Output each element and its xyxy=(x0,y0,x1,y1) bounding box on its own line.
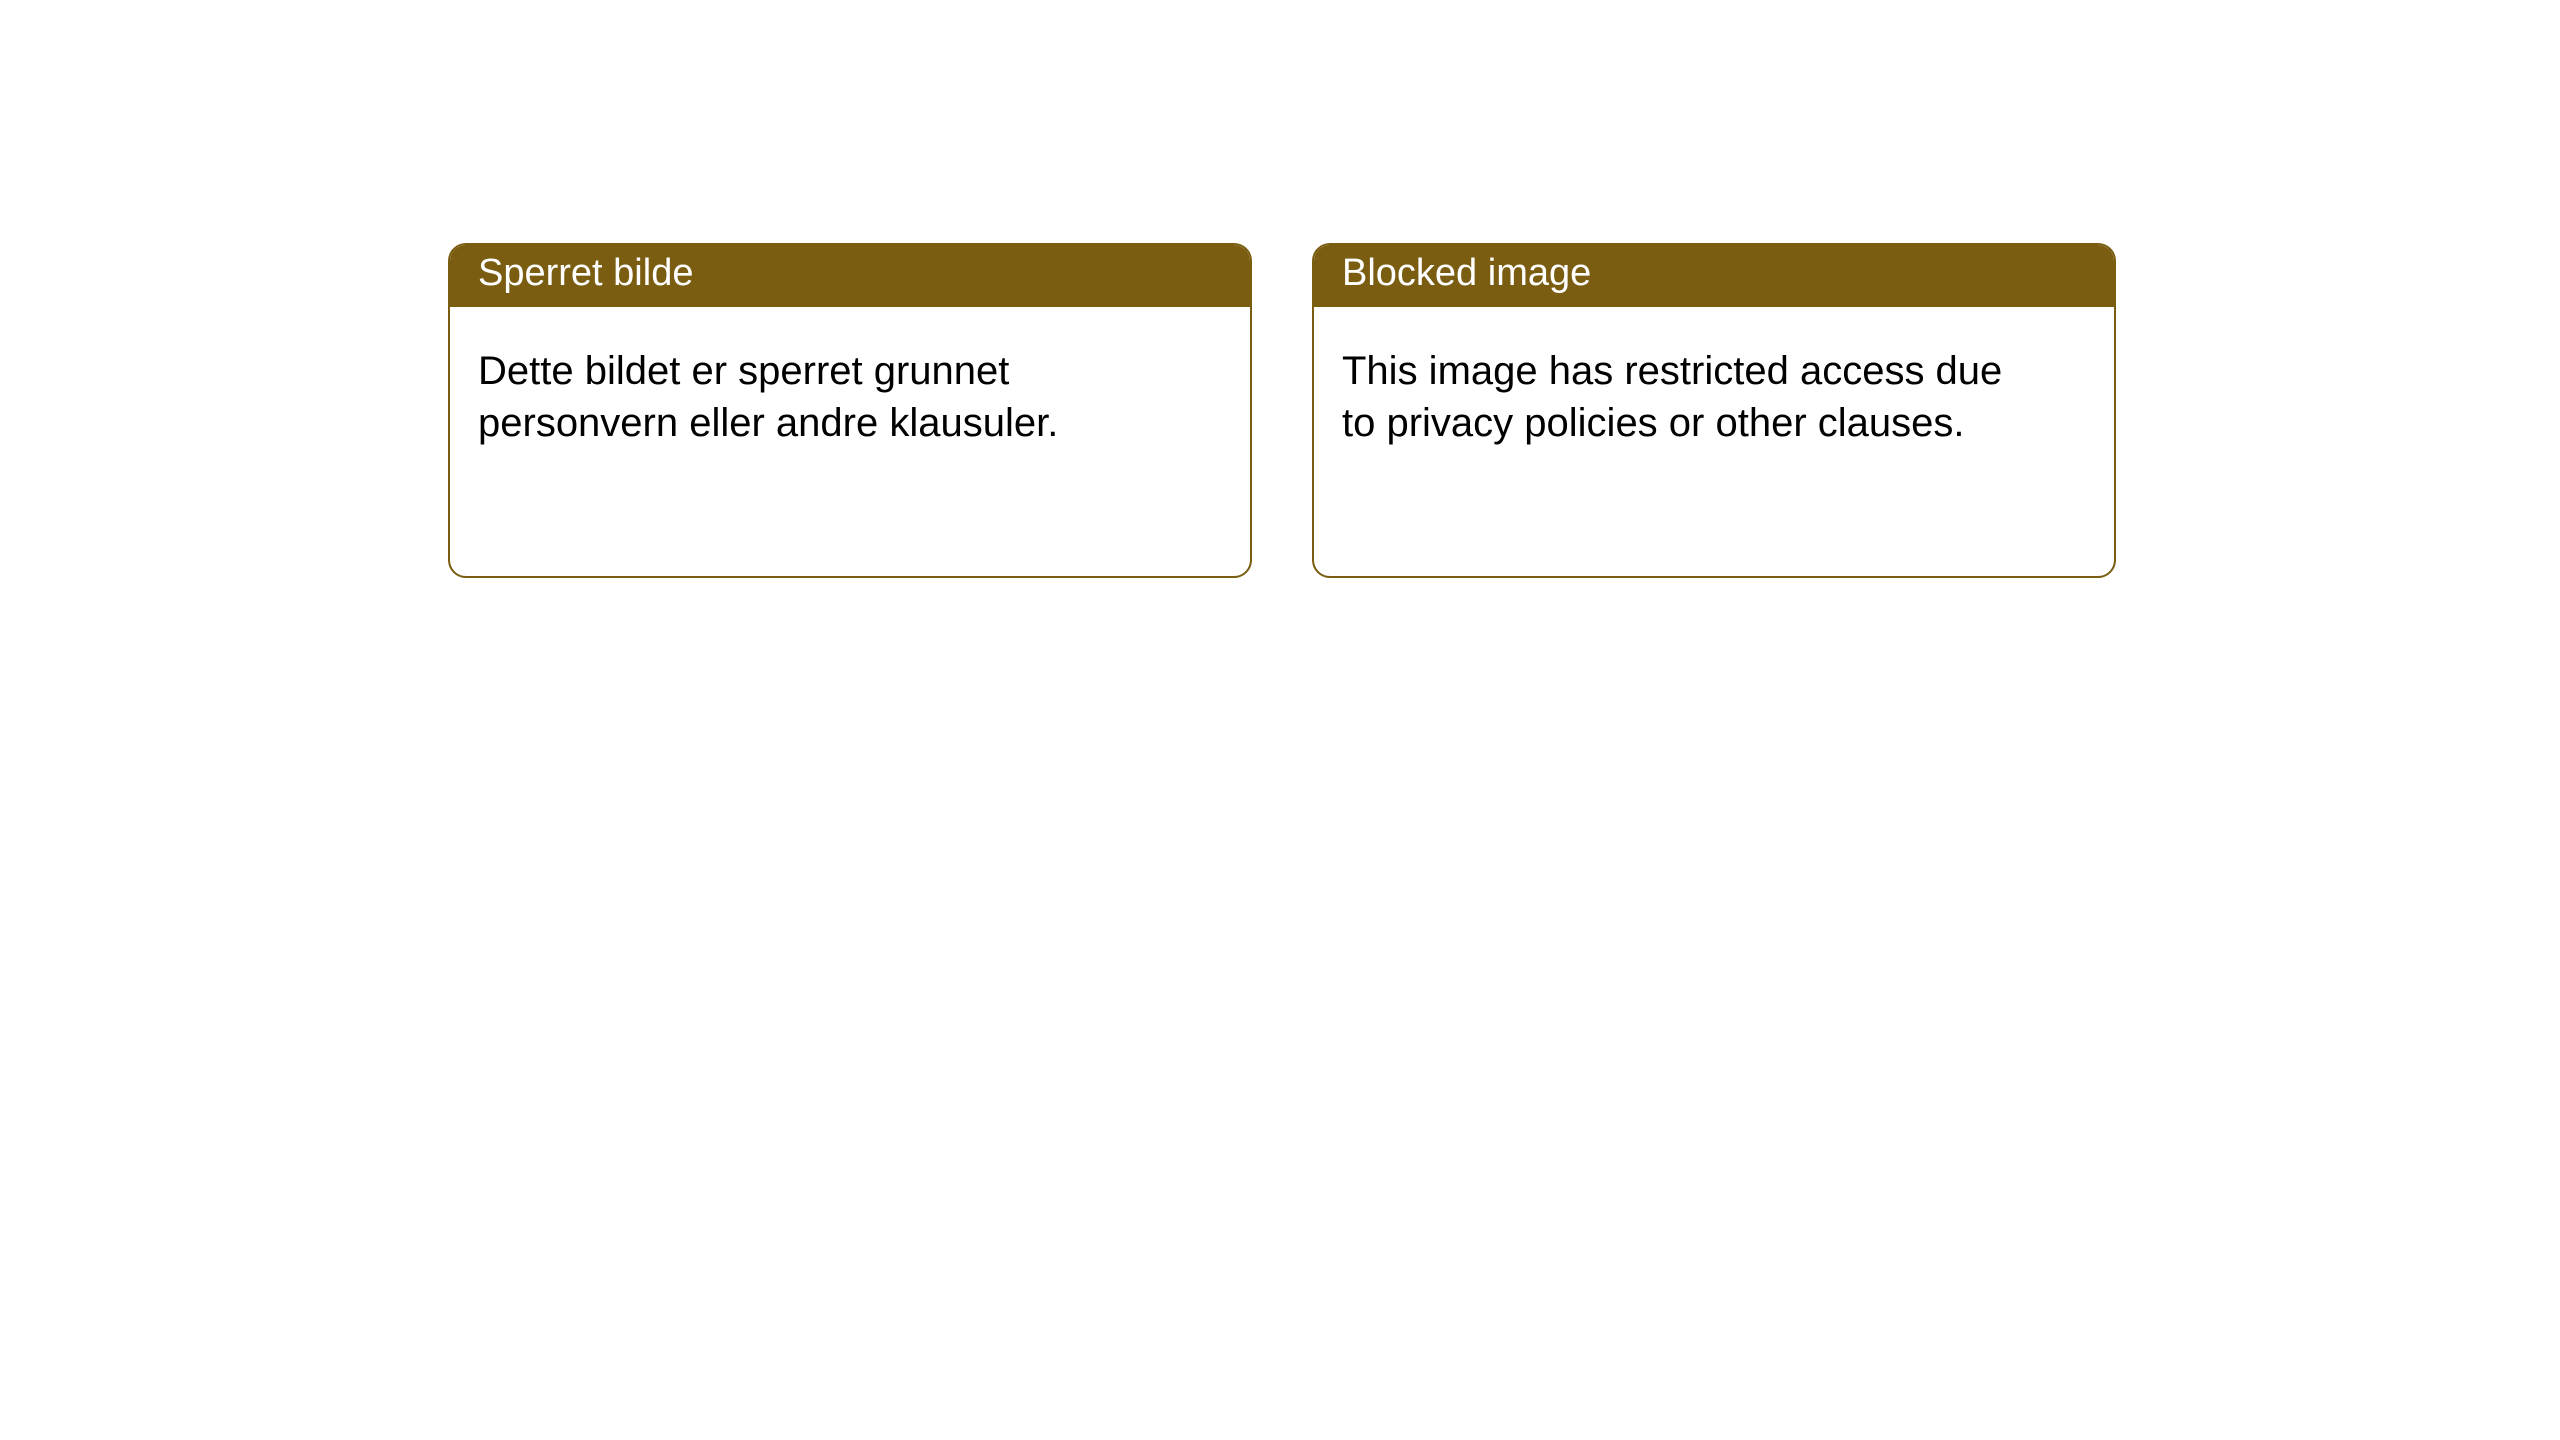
notice-body-text: This image has restricted access due to … xyxy=(1342,345,2022,449)
notice-body-text: Dette bildet er sperret grunnet personve… xyxy=(478,345,1158,449)
notices-container: Sperret bilde Dette bildet er sperret gr… xyxy=(0,0,2560,578)
notice-body: This image has restricted access due to … xyxy=(1314,307,2114,477)
notice-title-label: Sperret bilde xyxy=(478,252,693,294)
notice-header: Blocked image xyxy=(1314,245,2114,307)
notice-box-norwegian: Sperret bilde Dette bildet er sperret gr… xyxy=(448,243,1252,578)
notice-header: Sperret bilde xyxy=(450,245,1250,307)
notice-title-label: Blocked image xyxy=(1342,252,1591,294)
notice-box-english: Blocked image This image has restricted … xyxy=(1312,243,2116,578)
notice-body: Dette bildet er sperret grunnet personve… xyxy=(450,307,1250,477)
